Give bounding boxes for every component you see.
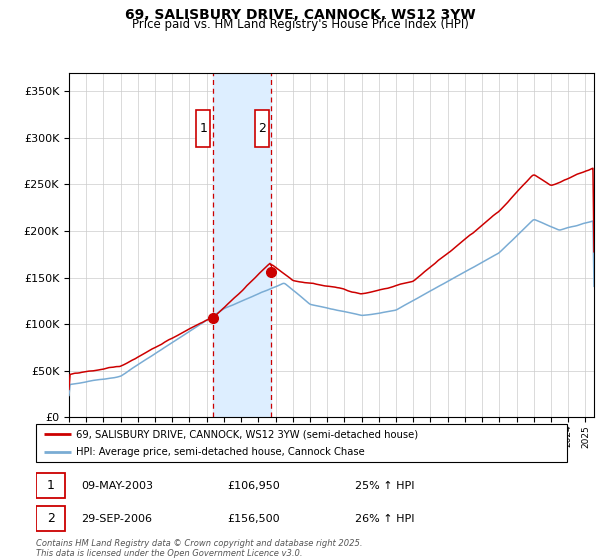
Text: 2: 2 [47,512,55,525]
Text: Contains HM Land Registry data © Crown copyright and database right 2025.
This d: Contains HM Land Registry data © Crown c… [36,539,362,558]
Bar [213,73,271,417]
Text: 1: 1 [199,122,207,135]
Text: 1: 1 [47,479,55,492]
Text: 2: 2 [258,122,266,135]
FancyBboxPatch shape [36,506,65,531]
FancyBboxPatch shape [36,473,65,498]
Text: 69, SALISBURY DRIVE, CANNOCK, WS12 3YW (semi-detached house): 69, SALISBURY DRIVE, CANNOCK, WS12 3YW (… [76,429,418,439]
FancyBboxPatch shape [36,424,567,462]
FancyBboxPatch shape [255,110,269,147]
Text: 25% ↑ HPI: 25% ↑ HPI [355,480,414,491]
Text: Price paid vs. HM Land Registry's House Price Index (HPI): Price paid vs. HM Land Registry's House … [131,18,469,31]
Text: £106,950: £106,950 [227,480,280,491]
FancyBboxPatch shape [196,110,210,147]
Text: 26% ↑ HPI: 26% ↑ HPI [355,514,414,524]
Text: 69, SALISBURY DRIVE, CANNOCK, WS12 3YW: 69, SALISBURY DRIVE, CANNOCK, WS12 3YW [125,8,475,22]
Text: £156,500: £156,500 [227,514,280,524]
Text: HPI: Average price, semi-detached house, Cannock Chase: HPI: Average price, semi-detached house,… [76,447,365,458]
Text: 29-SEP-2006: 29-SEP-2006 [81,514,152,524]
Text: 09-MAY-2003: 09-MAY-2003 [81,480,153,491]
